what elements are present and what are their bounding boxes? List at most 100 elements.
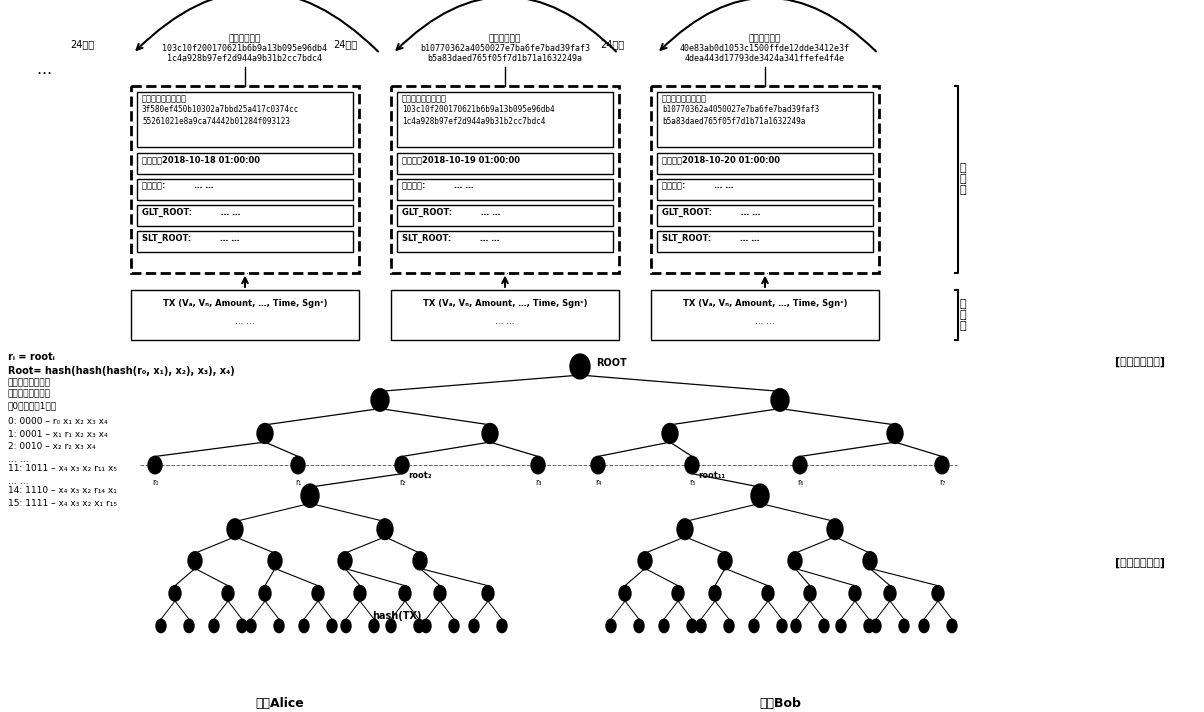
Bar <box>657 231 873 251</box>
Text: 40e83ab0d1053c1500ffde12dde3412e3f: 40e83ab0d1053c1500ffde12dde3412e3f <box>680 44 850 53</box>
Text: SLT_ROOT:          … …: SLT_ROOT: … … <box>662 234 760 243</box>
Ellipse shape <box>827 519 843 540</box>
Ellipse shape <box>395 456 409 473</box>
Text: 4dea443d17793de3424a341ffefe4f4e: 4dea443d17793de3424a341ffefe4f4e <box>685 54 845 63</box>
Text: b5a83daed765f05f7d1b71a1632249a: b5a83daed765f05f7d1b71a1632249a <box>662 117 805 125</box>
Text: r₇: r₇ <box>939 478 945 488</box>
Ellipse shape <box>672 585 684 601</box>
Ellipse shape <box>188 552 202 570</box>
Bar <box>131 290 359 340</box>
Text: … …: … … <box>755 317 775 325</box>
Ellipse shape <box>919 619 929 632</box>
Ellipse shape <box>433 585 445 601</box>
Ellipse shape <box>386 619 396 632</box>
Text: 块头哈希值：: 块头哈希值： <box>489 34 521 43</box>
Bar <box>651 86 879 273</box>
Ellipse shape <box>169 585 181 601</box>
Ellipse shape <box>887 424 903 444</box>
Text: TX (Vₐ, Vₙ, Amount, …, Time, Sgnᶜ): TX (Vₐ, Vₙ, Amount, …, Time, Sgnᶜ) <box>683 300 848 308</box>
Text: root₂: root₂ <box>408 471 431 480</box>
Ellipse shape <box>709 585 721 601</box>
Text: 1: 0001 – x₁ r₁ x₂ x₃ x₄: 1: 0001 – x₁ r₁ x₂ x₃ x₄ <box>8 429 107 439</box>
Ellipse shape <box>791 619 801 632</box>
Ellipse shape <box>184 619 194 632</box>
Text: r₃: r₃ <box>535 478 541 488</box>
Text: r₆: r₆ <box>797 478 803 488</box>
Ellipse shape <box>804 585 816 601</box>
Ellipse shape <box>864 619 874 632</box>
Bar <box>137 153 353 174</box>
Ellipse shape <box>777 619 787 632</box>
Ellipse shape <box>724 619 734 632</box>
Text: TX (Vₐ, Vₙ, Amount, …, Time, Sgnᶜ): TX (Vₐ, Vₙ, Amount, …, Time, Sgnᶜ) <box>423 300 588 308</box>
Bar <box>397 92 613 147</box>
Bar <box>657 153 873 174</box>
Ellipse shape <box>470 619 479 632</box>
Ellipse shape <box>849 585 861 601</box>
Ellipse shape <box>749 619 759 632</box>
Bar <box>137 231 353 251</box>
Text: 块头哈希值：: 块头哈希值： <box>749 34 781 43</box>
Ellipse shape <box>685 456 700 473</box>
Text: GLT_ROOT:          … …: GLT_ROOT: … … <box>142 207 241 216</box>
Text: SLT_ROOT:          … …: SLT_ROOT: … … <box>402 234 500 243</box>
Text: [个体分户账树]: [个体分户账树] <box>1115 557 1165 568</box>
Text: 时间戳：2018-10-19 01:00:00: 时间戳：2018-10-19 01:00:00 <box>402 156 520 165</box>
Bar <box>651 290 879 340</box>
Text: … …: … … <box>495 317 515 325</box>
Text: r₄: r₄ <box>595 478 601 488</box>
Ellipse shape <box>659 619 669 632</box>
Ellipse shape <box>819 619 830 632</box>
Text: TX (Vₐ, Vₙ, Amount, …, Time, Sgnᶜ): TX (Vₐ, Vₙ, Amount, …, Time, Sgnᶜ) <box>163 300 327 308</box>
Bar <box>137 179 353 200</box>
Text: 块头哈希值：: 块头哈希值： <box>229 34 261 43</box>
Text: GLT_ROOT:          … …: GLT_ROOT: … … <box>402 207 501 216</box>
Bar <box>657 179 873 200</box>
Text: 11: 1011 – x₄ x₃ x₂ r₁₁ x₅: 11: 1011 – x₄ x₃ x₂ r₁₁ x₅ <box>8 464 117 473</box>
Text: b5a83daed765f05f7d1b71a1632249a: b5a83daed765f05f7d1b71a1632249a <box>427 54 583 63</box>
Ellipse shape <box>256 424 273 444</box>
Ellipse shape <box>884 585 896 601</box>
Ellipse shape <box>399 585 411 601</box>
Bar <box>657 204 873 226</box>
Text: 交易笔数:          … …: 交易笔数: … … <box>662 182 733 191</box>
Ellipse shape <box>368 619 379 632</box>
Text: … …: … … <box>8 454 29 464</box>
Bar <box>391 86 619 273</box>
Text: 24小时: 24小时 <box>600 39 624 49</box>
Ellipse shape <box>870 619 881 632</box>
Text: rᵢ = rootᵢ: rᵢ = rootᵢ <box>8 352 54 362</box>
Text: 叶节点二进制序号: 叶节点二进制序号 <box>8 378 51 387</box>
Ellipse shape <box>157 619 166 632</box>
Bar <box>397 179 613 200</box>
Text: b10770362a4050027e7ba6fe7bad39faf3: b10770362a4050027e7ba6fe7bad39faf3 <box>662 105 819 114</box>
Ellipse shape <box>222 585 234 601</box>
Ellipse shape <box>291 456 305 473</box>
Text: 时间戳：2018-10-20 01:00:00: 时间戳：2018-10-20 01:00:00 <box>662 156 780 165</box>
Ellipse shape <box>449 619 459 632</box>
Text: 103c10f200170621b6b9a13b095e96db4: 103c10f200170621b6b9a13b095e96db4 <box>163 44 327 53</box>
Ellipse shape <box>619 585 631 601</box>
Ellipse shape <box>482 424 498 444</box>
Ellipse shape <box>413 552 427 570</box>
Ellipse shape <box>312 585 324 601</box>
Ellipse shape <box>771 389 789 411</box>
Ellipse shape <box>327 619 337 632</box>
Ellipse shape <box>936 456 949 473</box>
Ellipse shape <box>932 585 944 601</box>
Ellipse shape <box>414 619 424 632</box>
Text: … …: … … <box>495 267 515 276</box>
Text: … …: … … <box>235 267 255 276</box>
Text: 交易笔数:          … …: 交易笔数: … … <box>402 182 473 191</box>
Ellipse shape <box>268 552 282 570</box>
Bar <box>397 204 613 226</box>
Ellipse shape <box>301 484 319 508</box>
Bar <box>137 204 353 226</box>
Text: 从右往左逆序排位: 从右往左逆序排位 <box>8 389 51 399</box>
Ellipse shape <box>531 456 545 473</box>
Ellipse shape <box>948 619 957 632</box>
Ellipse shape <box>377 519 393 540</box>
Text: r₁: r₁ <box>295 478 301 488</box>
Ellipse shape <box>762 585 774 601</box>
Text: ROOT: ROOT <box>596 357 627 367</box>
